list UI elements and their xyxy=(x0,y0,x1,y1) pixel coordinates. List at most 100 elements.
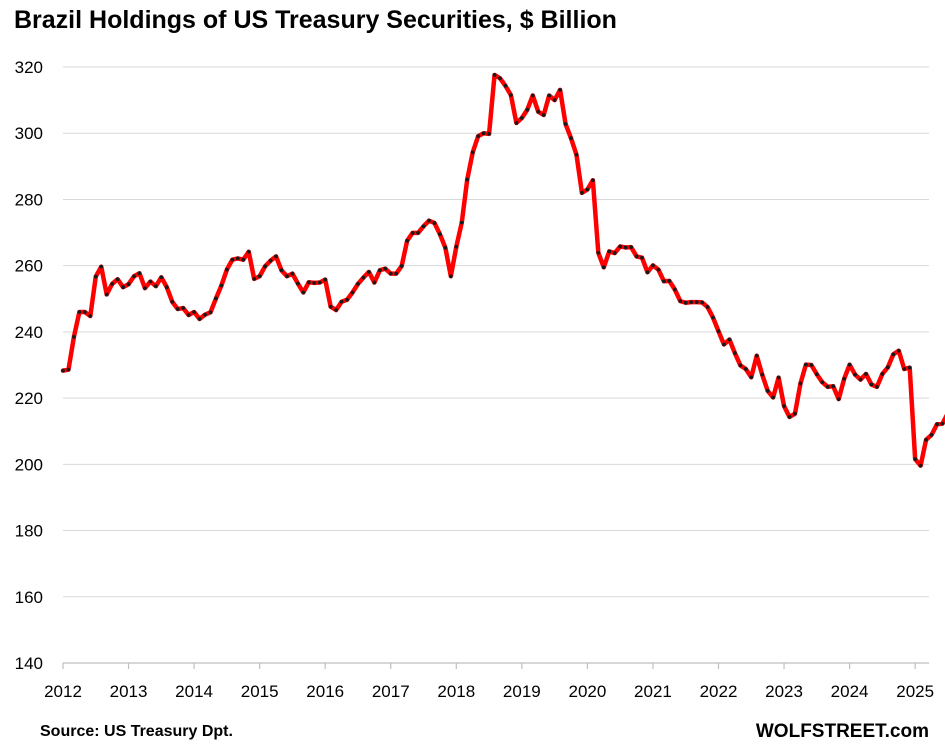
data-point-0 xyxy=(61,368,65,373)
data-point-77 xyxy=(481,131,486,136)
data-point-157 xyxy=(918,463,923,468)
y-tick-label-180: 180 xyxy=(15,522,43,541)
data-point-136 xyxy=(804,362,808,367)
data-point-132 xyxy=(782,404,786,408)
data-point-1 xyxy=(66,367,71,372)
data-point-112 xyxy=(672,287,677,292)
data-point-110 xyxy=(661,279,666,284)
data-point-30 xyxy=(224,267,229,272)
data-point-16 xyxy=(148,279,153,284)
data-point-99 xyxy=(601,265,606,270)
data-point-119 xyxy=(711,315,715,320)
data-point-43 xyxy=(295,281,300,286)
data-point-9 xyxy=(110,281,115,286)
data-point-48 xyxy=(323,277,328,282)
data-point-86 xyxy=(530,93,535,98)
data-point-10 xyxy=(115,277,120,282)
data-point-89 xyxy=(547,93,552,98)
data-point-150 xyxy=(880,372,885,376)
data-point-59 xyxy=(383,266,388,271)
data-point-109 xyxy=(656,267,661,272)
data-point-100 xyxy=(607,249,612,254)
data-point-60 xyxy=(388,271,393,276)
data-point-128 xyxy=(760,372,765,377)
data-point-44 xyxy=(301,290,306,295)
data-point-63 xyxy=(405,238,410,243)
data-point-143 xyxy=(842,377,847,381)
data-point-124 xyxy=(738,363,743,368)
data-point-126 xyxy=(749,375,754,380)
data-point-102 xyxy=(618,244,623,249)
data-point-61 xyxy=(394,271,399,276)
data-point-58 xyxy=(377,268,382,273)
data-point-8 xyxy=(104,292,109,297)
data-point-154 xyxy=(902,367,907,371)
data-point-84 xyxy=(519,116,524,120)
data-point-56 xyxy=(367,270,371,274)
data-point-105 xyxy=(634,254,639,259)
data-point-46 xyxy=(312,280,317,285)
data-point-51 xyxy=(339,299,344,304)
y-tick-label-220: 220 xyxy=(15,389,43,408)
data-point-74 xyxy=(465,177,470,182)
data-point-135 xyxy=(798,381,803,386)
data-point-146 xyxy=(858,377,863,382)
data-point-108 xyxy=(651,263,655,268)
data-point-101 xyxy=(612,251,617,255)
x-tick-label-2023: 2023 xyxy=(765,682,803,701)
data-point-93 xyxy=(569,136,573,141)
data-point-147 xyxy=(864,372,868,376)
data-point-26 xyxy=(203,312,207,317)
x-tick-label-2020: 2020 xyxy=(568,682,606,701)
x-tick-label-2021: 2021 xyxy=(634,682,672,701)
data-point-96 xyxy=(585,187,590,192)
data-point-79 xyxy=(492,73,497,77)
data-point-117 xyxy=(700,300,705,305)
data-point-64 xyxy=(410,230,415,235)
data-point-85 xyxy=(525,107,530,112)
data-point-158 xyxy=(924,437,928,442)
data-point-139 xyxy=(820,380,825,385)
data-point-45 xyxy=(306,280,311,285)
data-point-68 xyxy=(432,221,437,225)
data-point-50 xyxy=(334,308,339,312)
gridlines xyxy=(63,66,929,598)
data-point-91 xyxy=(558,87,562,92)
axes xyxy=(62,662,929,669)
data-point-47 xyxy=(317,280,322,285)
data-point-19 xyxy=(164,285,169,290)
data-point-65 xyxy=(416,230,420,235)
data-point-129 xyxy=(765,388,770,393)
data-point-25 xyxy=(197,317,202,321)
data-point-70 xyxy=(443,245,448,250)
data-point-137 xyxy=(809,363,814,367)
data-point-38 xyxy=(268,258,273,263)
data-point-33 xyxy=(241,257,246,262)
data-point-41 xyxy=(285,274,289,279)
data-point-114 xyxy=(683,300,688,305)
y-tick-label-140: 140 xyxy=(15,654,43,673)
data-point-134 xyxy=(793,411,797,416)
data-point-116 xyxy=(694,300,699,304)
x-tick-label-2025: 2025 xyxy=(896,682,934,701)
data-point-130 xyxy=(771,395,776,400)
data-point-118 xyxy=(705,305,710,309)
x-tick-label-2024: 2024 xyxy=(831,682,869,701)
data-point-81 xyxy=(503,83,508,88)
data-point-17 xyxy=(153,284,158,289)
x-tick-label-2018: 2018 xyxy=(437,682,475,701)
data-point-36 xyxy=(257,274,262,279)
data-point-142 xyxy=(836,397,841,401)
data-point-153 xyxy=(896,348,901,353)
data-point-127 xyxy=(754,353,759,358)
data-point-5 xyxy=(88,314,93,318)
data-point-113 xyxy=(678,299,683,303)
data-point-95 xyxy=(580,190,584,195)
data-point-62 xyxy=(399,264,404,268)
data-point-106 xyxy=(640,255,644,260)
data-point-2 xyxy=(72,334,76,339)
x-tick-label-2014: 2014 xyxy=(175,682,213,701)
data-point-12 xyxy=(126,282,131,287)
data-point-80 xyxy=(498,76,502,81)
y-tick-label-200: 200 xyxy=(15,455,43,474)
